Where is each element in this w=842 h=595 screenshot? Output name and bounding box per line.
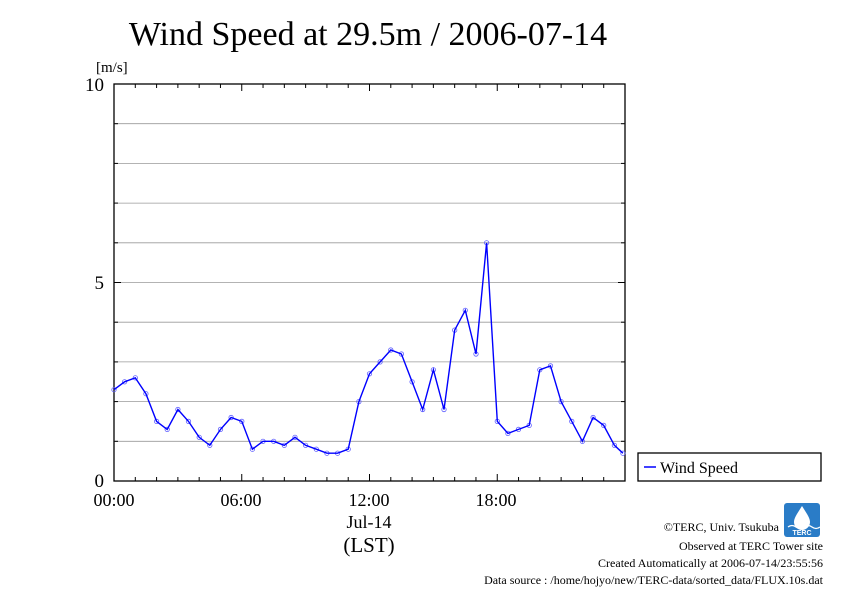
observed-text: Observed at TERC Tower site [679, 539, 823, 553]
data-point [398, 351, 404, 357]
data-point [302, 442, 309, 448]
data-point [217, 426, 224, 432]
x-tick-label-0000: 00:00 [93, 490, 134, 510]
data-point [207, 442, 213, 448]
data-point [313, 446, 319, 452]
chart-title: Wind Speed at 29.5m / 2006-07-14 [129, 16, 607, 53]
legend: Wind Speed [637, 452, 822, 482]
source-text: Data source : /home/hojyo/new/TERC-data/… [484, 573, 824, 587]
data-point [281, 442, 287, 448]
data-point [132, 375, 138, 381]
y-axis-label: [m/s] [96, 60, 128, 76]
water-drop-icon [794, 506, 810, 530]
data-point [228, 414, 234, 421]
created-text: Created Automatically at 2006-07-14/23:5… [598, 556, 823, 570]
data-point [409, 379, 415, 385]
data-point [620, 450, 626, 456]
logo-text: TERC [792, 530, 811, 537]
data-point [388, 347, 394, 353]
wind-speed-line [113, 242, 624, 454]
data-point [569, 418, 575, 424]
x-tick-label-0600: 06:00 [220, 490, 261, 510]
y-tick-label-5: 5 [95, 273, 105, 294]
axis-ticks [113, 83, 626, 482]
data-point [175, 406, 181, 413]
data-point [505, 430, 511, 436]
data-point [154, 418, 160, 424]
data-point [249, 446, 255, 452]
data-points [111, 240, 626, 456]
copyright-text: ©TERC, Univ. Tsukuba [664, 520, 780, 534]
data-point [196, 434, 202, 440]
data-point [590, 414, 596, 421]
data-point [239, 418, 245, 424]
legend-box [637, 452, 822, 482]
data-point [366, 371, 373, 377]
grid-lines [114, 123, 625, 442]
wave-icon [787, 524, 821, 530]
data-point [143, 391, 149, 397]
data-point [515, 426, 522, 432]
data-point [164, 426, 170, 432]
legend-label: Wind Speed [660, 460, 738, 477]
data-point [377, 359, 383, 365]
data-point [601, 422, 607, 428]
data-point [122, 379, 128, 385]
data-point [611, 442, 618, 448]
data-point [185, 418, 192, 424]
x-date-label: Jul-14 [347, 512, 392, 532]
y-tick-label-0: 0 [95, 471, 105, 492]
y-tick-label-10: 10 [85, 75, 104, 96]
data-point [579, 438, 586, 444]
data-point [292, 434, 298, 440]
x-axis-label: (LST) [343, 533, 394, 557]
data-point [111, 387, 117, 393]
x-tick-label-1200: 12:00 [348, 490, 389, 510]
terc-logo: TERC [784, 503, 821, 537]
x-tick-label-1800: 18:00 [475, 490, 516, 510]
